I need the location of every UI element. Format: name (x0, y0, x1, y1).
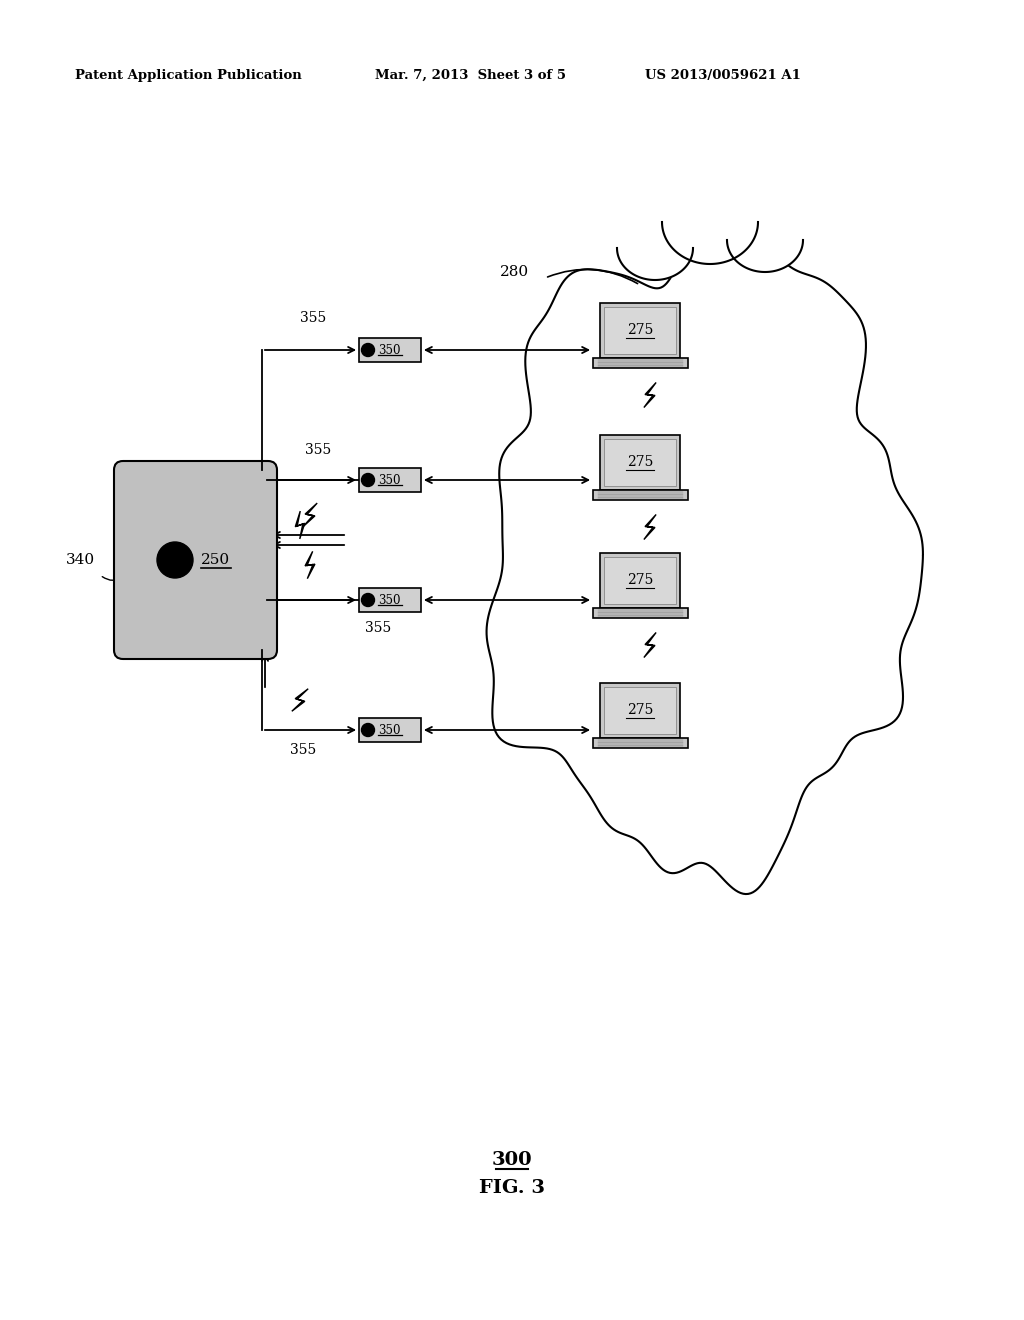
Polygon shape (305, 552, 315, 578)
Polygon shape (644, 383, 656, 408)
Polygon shape (617, 248, 693, 280)
Polygon shape (727, 240, 803, 272)
Text: US 2013/0059621 A1: US 2013/0059621 A1 (645, 69, 801, 82)
Bar (593, 609, 688, 618)
Polygon shape (295, 511, 305, 539)
Circle shape (361, 723, 375, 737)
Text: 340: 340 (66, 553, 95, 568)
Bar (604, 308, 676, 354)
Bar (359, 587, 421, 612)
Text: 350: 350 (378, 594, 400, 606)
Polygon shape (292, 689, 308, 711)
Bar (359, 469, 421, 492)
Bar (359, 338, 421, 362)
Bar (604, 557, 676, 605)
Text: 355: 355 (305, 444, 331, 457)
Text: 275: 275 (627, 573, 653, 587)
Text: 300: 300 (492, 1151, 532, 1170)
Text: 250: 250 (201, 553, 230, 568)
Text: 355: 355 (365, 620, 391, 635)
Text: Patent Application Publication: Patent Application Publication (75, 69, 302, 82)
Text: 350: 350 (378, 343, 400, 356)
Bar (593, 738, 688, 748)
Polygon shape (303, 503, 317, 527)
Bar (604, 686, 676, 734)
Text: 350: 350 (378, 474, 400, 487)
Text: FIG. 3: FIG. 3 (479, 1179, 545, 1197)
Bar (600, 304, 680, 358)
Polygon shape (644, 515, 656, 540)
Text: 350: 350 (378, 723, 400, 737)
Polygon shape (644, 632, 656, 657)
Text: 280: 280 (500, 265, 529, 279)
Bar (604, 440, 676, 486)
Text: 275: 275 (627, 455, 653, 469)
FancyBboxPatch shape (114, 461, 278, 659)
Polygon shape (662, 222, 758, 264)
Bar (600, 436, 680, 490)
Circle shape (361, 474, 375, 487)
Text: Mar. 7, 2013  Sheet 3 of 5: Mar. 7, 2013 Sheet 3 of 5 (375, 69, 566, 82)
Bar (600, 553, 680, 609)
Text: 355: 355 (300, 312, 327, 325)
Text: 275: 275 (627, 704, 653, 717)
Bar (593, 490, 688, 500)
Circle shape (361, 594, 375, 606)
Bar (359, 718, 421, 742)
Bar (600, 682, 680, 738)
Polygon shape (486, 243, 923, 894)
Circle shape (361, 343, 375, 356)
Text: 355: 355 (290, 743, 316, 756)
Text: 275: 275 (627, 323, 653, 337)
Circle shape (157, 543, 193, 578)
Bar (593, 358, 688, 368)
